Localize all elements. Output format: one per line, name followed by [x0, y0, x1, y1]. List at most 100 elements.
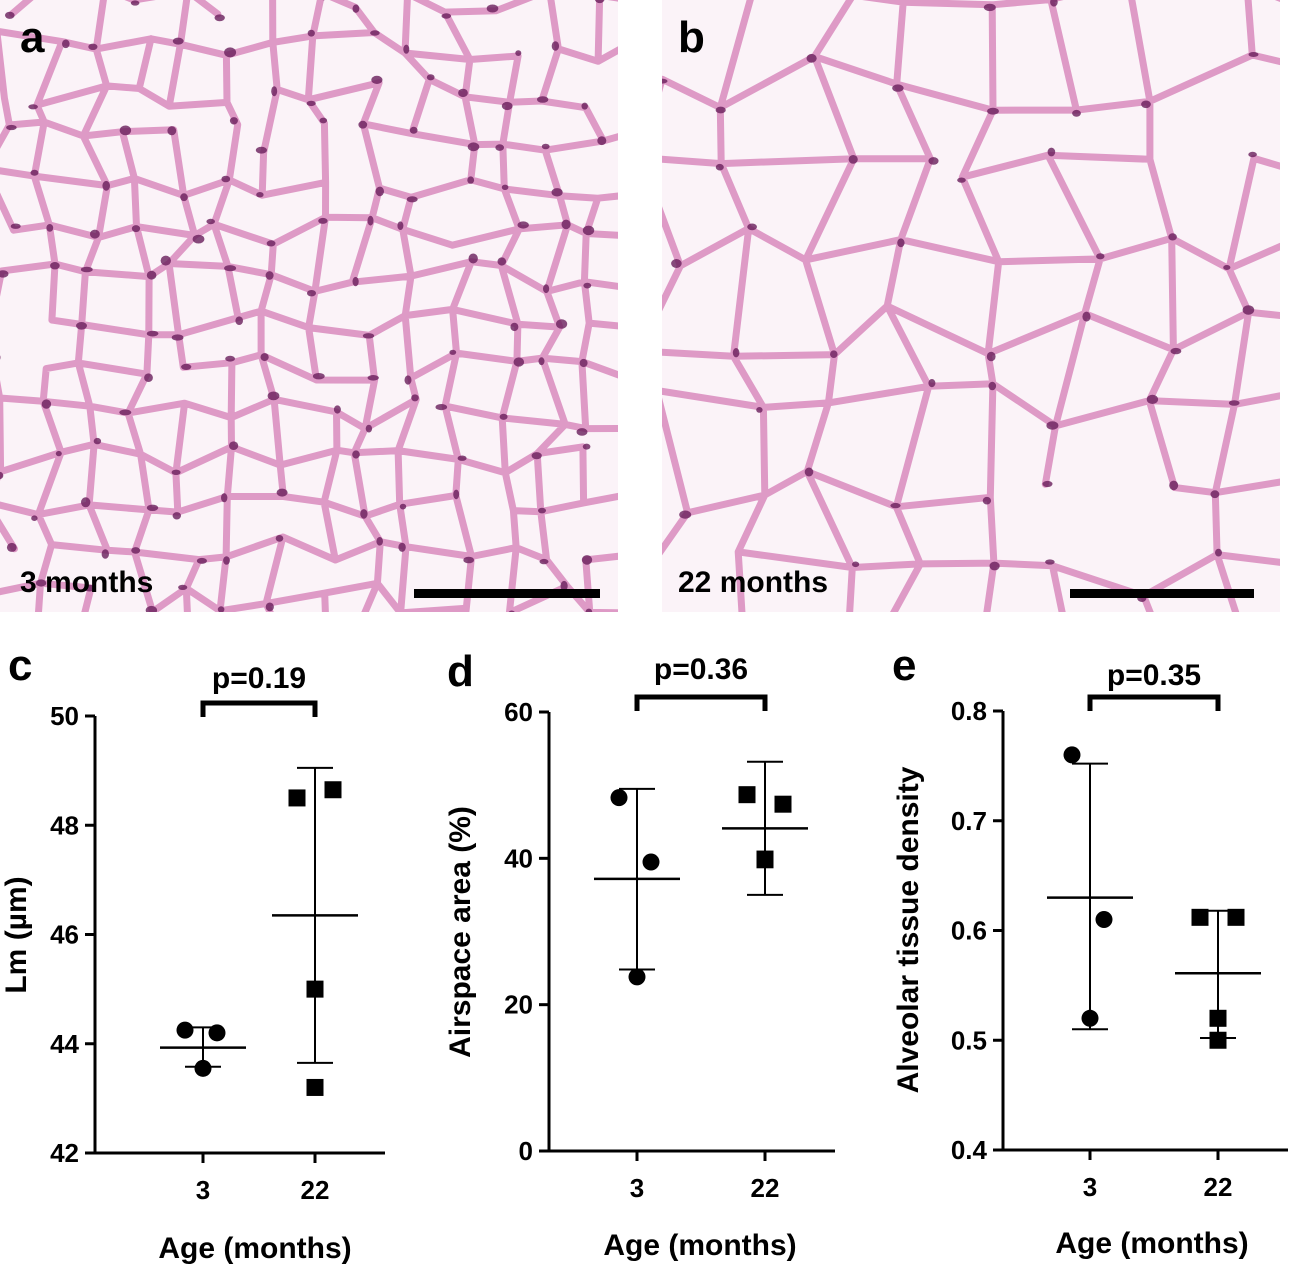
nucleus	[147, 505, 158, 511]
micrograph-b-scale-bar	[1070, 589, 1254, 598]
nucleus	[358, 121, 367, 129]
nucleus	[843, 678, 852, 686]
nucleus	[407, 196, 418, 202]
nucleus	[644, 630, 652, 638]
nucleus	[403, 45, 409, 54]
x-tick-label: 22	[301, 1175, 330, 1205]
nucleus	[81, 683, 90, 689]
nucleus	[267, 240, 276, 246]
x-tick-label: 3	[630, 1173, 644, 1203]
nucleus	[733, 348, 740, 357]
nucleus	[928, 379, 935, 387]
nucleus	[363, 333, 374, 338]
data-point-square	[757, 851, 774, 868]
nucleus	[230, 117, 238, 124]
nucleus	[502, 102, 513, 110]
data-point-circle	[643, 853, 660, 870]
nucleus	[628, 124, 636, 133]
nucleus	[892, 84, 903, 91]
nucleus	[814, 757, 824, 764]
nucleus	[368, 375, 379, 381]
nucleus	[495, 144, 504, 151]
nucleus	[193, 235, 205, 244]
nucleus	[88, 44, 97, 50]
nucleus	[649, 421, 655, 428]
nucleus	[1045, 559, 1055, 564]
series-3	[594, 789, 680, 986]
nucleus	[1043, 481, 1053, 487]
nucleus	[266, 603, 274, 612]
nucleus	[266, 271, 274, 280]
nucleus	[747, 224, 757, 231]
y-tick-label: 0.5	[951, 1025, 987, 1055]
nucleus	[180, 193, 188, 201]
significance-bracket	[637, 697, 765, 711]
y-axis-title: Alveolar tissue density	[892, 766, 925, 1093]
data-point-square	[1210, 1010, 1227, 1027]
nucleus	[518, 221, 529, 228]
data-point-circle	[177, 1022, 194, 1039]
nucleus	[582, 555, 592, 565]
nucleus	[637, 575, 645, 583]
y-tick-label: 0.8	[951, 696, 987, 726]
micrograph-a	[0, 0, 705, 711]
nucleus	[624, 321, 632, 327]
y-tick-label: 42	[50, 1138, 79, 1168]
nucleus	[583, 226, 594, 236]
data-point-square	[325, 781, 342, 798]
nucleus	[215, 14, 225, 21]
data-point-square	[775, 796, 792, 813]
data-point-circle	[629, 968, 646, 985]
nucleus	[76, 322, 87, 330]
x-axis-title: Age (months)	[158, 1232, 351, 1265]
nucleus	[583, 283, 591, 289]
nucleus	[366, 425, 372, 433]
nucleus	[276, 535, 284, 542]
series-22	[722, 762, 808, 895]
nucleus	[261, 353, 269, 361]
y-tick-label: 48	[50, 810, 79, 840]
nucleus	[5, 12, 15, 19]
nucleus	[1244, 654, 1255, 661]
nucleus	[852, 562, 859, 568]
nucleus	[6, 125, 17, 130]
nucleus	[229, 441, 238, 450]
nucleus	[46, 224, 53, 232]
nucleus	[1171, 348, 1182, 354]
nucleus	[62, 40, 70, 49]
nucleus	[1229, 400, 1240, 406]
nucleus	[537, 96, 548, 103]
nucleus	[449, 350, 456, 355]
nucleus	[120, 125, 131, 135]
data-point-square	[1192, 909, 1209, 926]
x-axis-title: Age (months)	[1055, 1227, 1248, 1260]
p-value-label: p=0.19	[212, 662, 306, 695]
x-tick-label: 22	[1204, 1172, 1233, 1202]
nucleus	[75, 641, 86, 647]
nucleus	[656, 79, 668, 84]
nucleus	[1147, 395, 1158, 404]
data-point-circle	[611, 789, 628, 806]
nucleus	[1285, 311, 1291, 320]
nucleus	[498, 257, 507, 265]
nucleus	[271, 86, 277, 96]
nucleus	[161, 256, 171, 266]
nucleus	[224, 47, 236, 57]
series-22	[272, 768, 358, 1096]
nucleus	[178, 585, 187, 590]
significance-bracket	[203, 703, 315, 717]
nucleus	[928, 157, 938, 165]
nucleus	[239, 629, 250, 637]
nucleus	[890, 503, 900, 508]
nucleus	[7, 543, 17, 552]
nucleus	[586, 609, 593, 616]
panel-letter: c	[8, 641, 32, 690]
nucleus	[976, 635, 986, 645]
nucleus	[1215, 549, 1222, 557]
nucleus	[453, 490, 459, 500]
nucleus	[410, 127, 418, 134]
nucleus	[656, 622, 668, 628]
nucleus	[268, 392, 280, 401]
panel-letter-a: a	[20, 13, 45, 62]
